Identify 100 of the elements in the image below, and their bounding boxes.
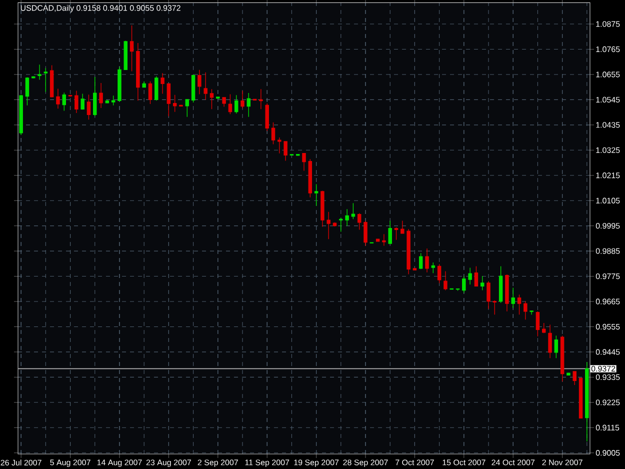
candlestick [118, 66, 122, 102]
candlestick [376, 238, 380, 242]
x-tick-label: 24 Oct 2007 [492, 460, 535, 466]
candlestick [240, 90, 244, 109]
candlestick [332, 222, 337, 227]
candlestick [462, 276, 466, 294]
y-tick-label: 0.9665 [596, 298, 620, 304]
candlestick [172, 94, 177, 112]
candlestick [259, 88, 263, 110]
candlestick [511, 287, 515, 308]
candlestick [136, 42, 140, 101]
candlestick [364, 220, 368, 246]
y-tick-label: 1.0875 [596, 21, 620, 27]
y-tick-label: 0.9225 [596, 400, 620, 406]
candlestick [185, 99, 190, 118]
candlestick [278, 137, 282, 154]
candlestick [542, 322, 546, 334]
candlestick [142, 81, 146, 88]
x-tick-label: 14 Aug 2007 [97, 460, 142, 467]
candlestick [296, 154, 300, 156]
candlestick [480, 276, 484, 291]
candlestick [400, 220, 404, 234]
candlestick [302, 153, 306, 172]
candlestick [86, 94, 91, 120]
candlestick [418, 252, 423, 270]
x-tick-label: 5 Aug 2007 [50, 460, 90, 467]
candlestick [99, 82, 103, 108]
candlestick [388, 220, 392, 245]
candlestick [68, 94, 72, 98]
candlestick [492, 300, 497, 315]
candlestick [468, 267, 472, 285]
candlestick [111, 95, 116, 106]
y-tick-label: 1.0215 [596, 172, 620, 178]
candlestick [444, 270, 448, 291]
candlestick [62, 92, 66, 112]
candlestick [74, 90, 78, 114]
y-tick-label: 1.0545 [596, 96, 620, 103]
candlestick [284, 141, 288, 162]
y-tick-label: 0.9555 [596, 324, 620, 330]
y-tick-label: 0.9775 [596, 273, 620, 280]
candlestick [585, 362, 589, 442]
candlestick [160, 72, 164, 94]
candlestick [265, 103, 269, 132]
candlestick [351, 202, 356, 220]
x-tick-label: 11 Sep 2007 [245, 460, 290, 467]
candlestick [198, 70, 202, 95]
y-tick-label: 1.0325 [596, 147, 620, 153]
x-tick-label: 2 Nov 2007 [542, 460, 582, 466]
ref-line-label: 0.9372 [591, 366, 616, 372]
y-tick-label: 0.9885 [596, 248, 620, 254]
candlestick [246, 92, 251, 118]
candlestick [406, 228, 410, 275]
candlestick [154, 76, 158, 101]
candlestick [314, 184, 318, 206]
candlestick [44, 68, 48, 92]
candlestick [130, 25, 134, 72]
y-tick-label: 0.9995 [596, 222, 620, 229]
candlestick [517, 294, 522, 315]
candlestick [486, 280, 490, 310]
candlestick [38, 64, 42, 80]
x-tick-label: 15 Oct 2007 [442, 460, 486, 466]
candlestick [357, 212, 362, 230]
candlestick [339, 217, 343, 232]
candlestick [566, 372, 570, 376]
y-tick-label: 0.9005 [596, 450, 620, 456]
candlestick [56, 88, 60, 109]
candlestick [80, 93, 84, 110]
candlestick [505, 274, 509, 312]
candlestick [431, 262, 436, 274]
candlestick [382, 234, 386, 246]
chart-title: USDCAD,Daily 0.9158 0.9401 0.9055 0.9372 [20, 4, 180, 12]
candlestick [425, 248, 429, 273]
candlestick [548, 324, 552, 358]
y-tick-label: 1.0655 [596, 72, 620, 78]
x-tick-label: 26 Jul 2007 [0, 460, 42, 466]
candlestick [326, 212, 330, 240]
candlestick [210, 88, 214, 110]
candlestick [228, 94, 232, 114]
candlestick [530, 310, 534, 315]
candlestick [93, 76, 97, 117]
y-tick-label: 0.9445 [596, 349, 620, 355]
candlestick [216, 96, 220, 99]
x-tick-label: 2 Sep 2007 [198, 460, 238, 467]
x-tick-label: 7 Oct 2007 [396, 460, 434, 466]
y-tick-label: 0.9115 [596, 424, 620, 430]
x-tick-label: 28 Sep 2007 [343, 460, 388, 467]
x-tick-label: 23 Aug 2007 [146, 460, 191, 467]
y-tick-label: 1.0435 [596, 122, 620, 128]
candlestick [394, 227, 398, 240]
candlestick [222, 97, 226, 108]
candlestick [320, 190, 324, 228]
candlestick [572, 371, 576, 386]
y-tick-label: 0.9335 [596, 374, 620, 380]
candlestick [204, 72, 208, 100]
candlestick [524, 300, 528, 320]
y-tick-label: 1.0105 [596, 198, 620, 204]
candlestick [19, 94, 23, 136]
x-tick-label: 19 Sep 2007 [294, 460, 339, 467]
y-tick-label: 1.0765 [596, 46, 620, 52]
candlestick [345, 208, 349, 226]
